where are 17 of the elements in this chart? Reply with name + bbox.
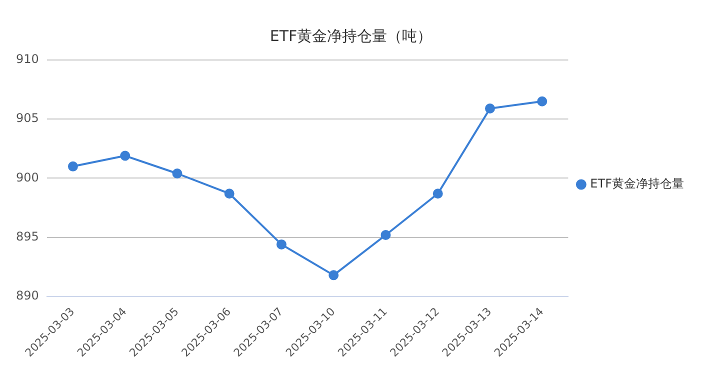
point bbox=[172, 168, 182, 179]
legend-label: ETF黄金净持仓量 bbox=[590, 176, 684, 191]
point bbox=[432, 188, 443, 199]
y-tick-label: 890 bbox=[16, 288, 39, 303]
point bbox=[276, 239, 286, 250]
y-tick-label: 900 bbox=[16, 170, 39, 184]
point bbox=[484, 103, 495, 114]
point bbox=[380, 230, 391, 240]
point bbox=[68, 161, 78, 172]
point bbox=[120, 150, 130, 161]
y-tick-label: 895 bbox=[16, 229, 39, 244]
y-tick-label: 905 bbox=[16, 111, 39, 126]
y-tick-label: 910 bbox=[16, 52, 39, 66]
chart-title: ETF黄金净持仓量（吨） bbox=[270, 26, 432, 45]
point bbox=[224, 188, 234, 199]
point bbox=[328, 270, 339, 280]
point bbox=[537, 96, 548, 106]
